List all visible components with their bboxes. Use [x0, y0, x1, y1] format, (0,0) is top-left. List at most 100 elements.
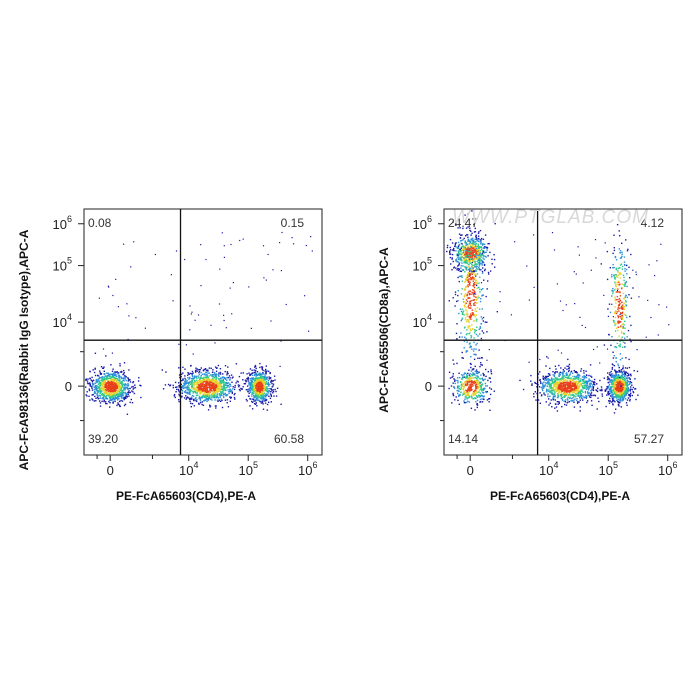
event-dot	[105, 389, 107, 391]
event-dot	[111, 393, 114, 396]
event-dot	[273, 375, 276, 377]
event-dot	[571, 382, 574, 385]
event-dot	[112, 294, 114, 297]
event-dot	[104, 386, 107, 389]
event-dot	[252, 378, 254, 380]
event-dot	[196, 400, 198, 403]
event-dot	[552, 382, 554, 384]
event-dot	[564, 386, 567, 389]
event-dot	[110, 387, 112, 389]
event-dot	[576, 395, 579, 397]
event-dot	[471, 232, 473, 234]
event-dot	[465, 337, 467, 340]
event-dot	[548, 404, 550, 406]
event-dot	[180, 387, 183, 389]
event-dot	[95, 386, 98, 389]
event-dot	[474, 304, 476, 306]
event-dot	[189, 397, 191, 400]
event-dot	[567, 370, 570, 373]
event-dot	[584, 385, 586, 388]
event-dot	[476, 268, 478, 270]
event-dot	[578, 378, 580, 380]
event-dot	[200, 375, 202, 377]
event-dot	[223, 381, 225, 383]
event-dot	[209, 380, 212, 382]
event-dot	[207, 369, 209, 371]
event-dot	[465, 391, 467, 394]
event-dot	[117, 306, 119, 308]
event-dot	[114, 371, 116, 373]
event-dot	[117, 387, 119, 389]
event-dot	[213, 388, 216, 390]
event-dot	[172, 386, 175, 389]
event-dot	[269, 387, 271, 390]
event-dot	[472, 276, 474, 278]
event-dot	[255, 373, 257, 375]
event-dot	[464, 247, 466, 249]
event-dot	[563, 382, 565, 384]
event-dot	[462, 313, 464, 316]
event-dot	[255, 367, 257, 370]
event-dot	[568, 365, 570, 367]
event-dot	[477, 268, 479, 270]
event-dot	[476, 307, 479, 309]
event-dot	[562, 380, 564, 383]
event-dot	[478, 282, 480, 284]
event-dot	[469, 269, 471, 271]
event-dot	[563, 388, 565, 390]
event-dot	[469, 242, 472, 244]
event-dot	[112, 397, 114, 400]
plot-frame	[443, 208, 683, 456]
event-dot	[469, 307, 471, 309]
event-dot	[585, 383, 588, 385]
event-dot	[473, 382, 475, 385]
event-dot	[189, 392, 191, 394]
event-dot	[129, 391, 131, 394]
event-dot	[466, 384, 468, 387]
event-dot	[560, 378, 562, 380]
event-dot	[477, 357, 479, 359]
event-dot	[221, 406, 224, 409]
event-dot	[201, 403, 203, 406]
event-dot	[204, 379, 206, 382]
event-dot	[173, 394, 176, 396]
event-dot	[191, 381, 193, 383]
event-dot	[564, 379, 566, 381]
event-dot	[594, 394, 596, 396]
event-dot	[249, 382, 251, 384]
event-dot	[264, 370, 266, 372]
event-dot	[480, 388, 482, 391]
event-dot	[130, 398, 132, 401]
event-dot	[555, 368, 557, 370]
event-dot	[293, 243, 295, 245]
event-dot	[247, 390, 249, 393]
event-dot	[469, 292, 471, 295]
event-dot	[569, 382, 571, 384]
event-dot	[467, 378, 469, 380]
event-dot	[461, 269, 464, 271]
event-dot	[473, 291, 475, 294]
event-dot	[489, 387, 491, 389]
event-dot	[469, 227, 471, 229]
event-dot	[470, 256, 472, 258]
event-dot	[116, 378, 119, 380]
event-dot	[478, 231, 480, 233]
event-dot	[466, 393, 469, 395]
event-dot	[466, 377, 469, 379]
event-dot	[208, 379, 211, 382]
event-dot	[113, 389, 116, 391]
event-dot	[97, 383, 100, 386]
event-dot	[123, 243, 125, 245]
event-dot	[468, 307, 470, 309]
event-dot	[578, 395, 580, 397]
event-dot	[575, 390, 577, 392]
event-dot	[476, 260, 478, 263]
event-dot	[265, 394, 268, 397]
event-dot	[101, 384, 103, 387]
event-dot	[485, 246, 487, 249]
event-dot	[557, 377, 559, 380]
event-dot	[469, 332, 471, 334]
event-dot	[205, 368, 207, 370]
event-dot	[452, 382, 454, 384]
event-dot	[588, 396, 591, 398]
